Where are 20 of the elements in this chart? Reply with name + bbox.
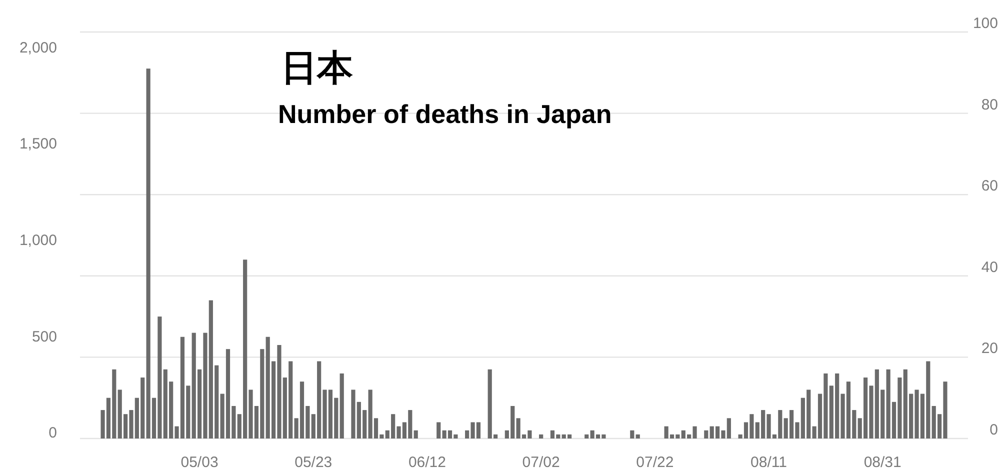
x-tick-label: 05/03 xyxy=(180,454,218,471)
y2-tick-label: 80 xyxy=(981,96,998,114)
chart-title: 日本 xyxy=(281,47,353,88)
x-tick-label: 06/12 xyxy=(408,454,446,471)
y2-tick-label: 20 xyxy=(981,340,998,358)
y2-tick-label: 40 xyxy=(981,258,998,276)
y-tick-label: 500 xyxy=(32,328,57,346)
y-tick-label: 1,000 xyxy=(19,232,57,250)
y2-tick-label: 0 xyxy=(990,422,998,438)
y-tick-label: 0 xyxy=(48,424,57,442)
y2-tick-label: 60 xyxy=(981,178,998,195)
x-tick-label: 05/23 xyxy=(294,454,332,471)
x-tick-label: 07/02 xyxy=(522,454,560,471)
x-tick-label: 08/11 xyxy=(750,454,787,471)
y2-tick-label: 100 xyxy=(972,15,998,32)
y-tick-label: 2,000 xyxy=(19,39,57,56)
x-tick-label: 08/31 xyxy=(864,454,902,471)
x-tick-label: 07/22 xyxy=(636,454,674,471)
y-tick-label: 1,500 xyxy=(19,136,57,153)
text: Number of deaths in Japan xyxy=(278,99,612,129)
